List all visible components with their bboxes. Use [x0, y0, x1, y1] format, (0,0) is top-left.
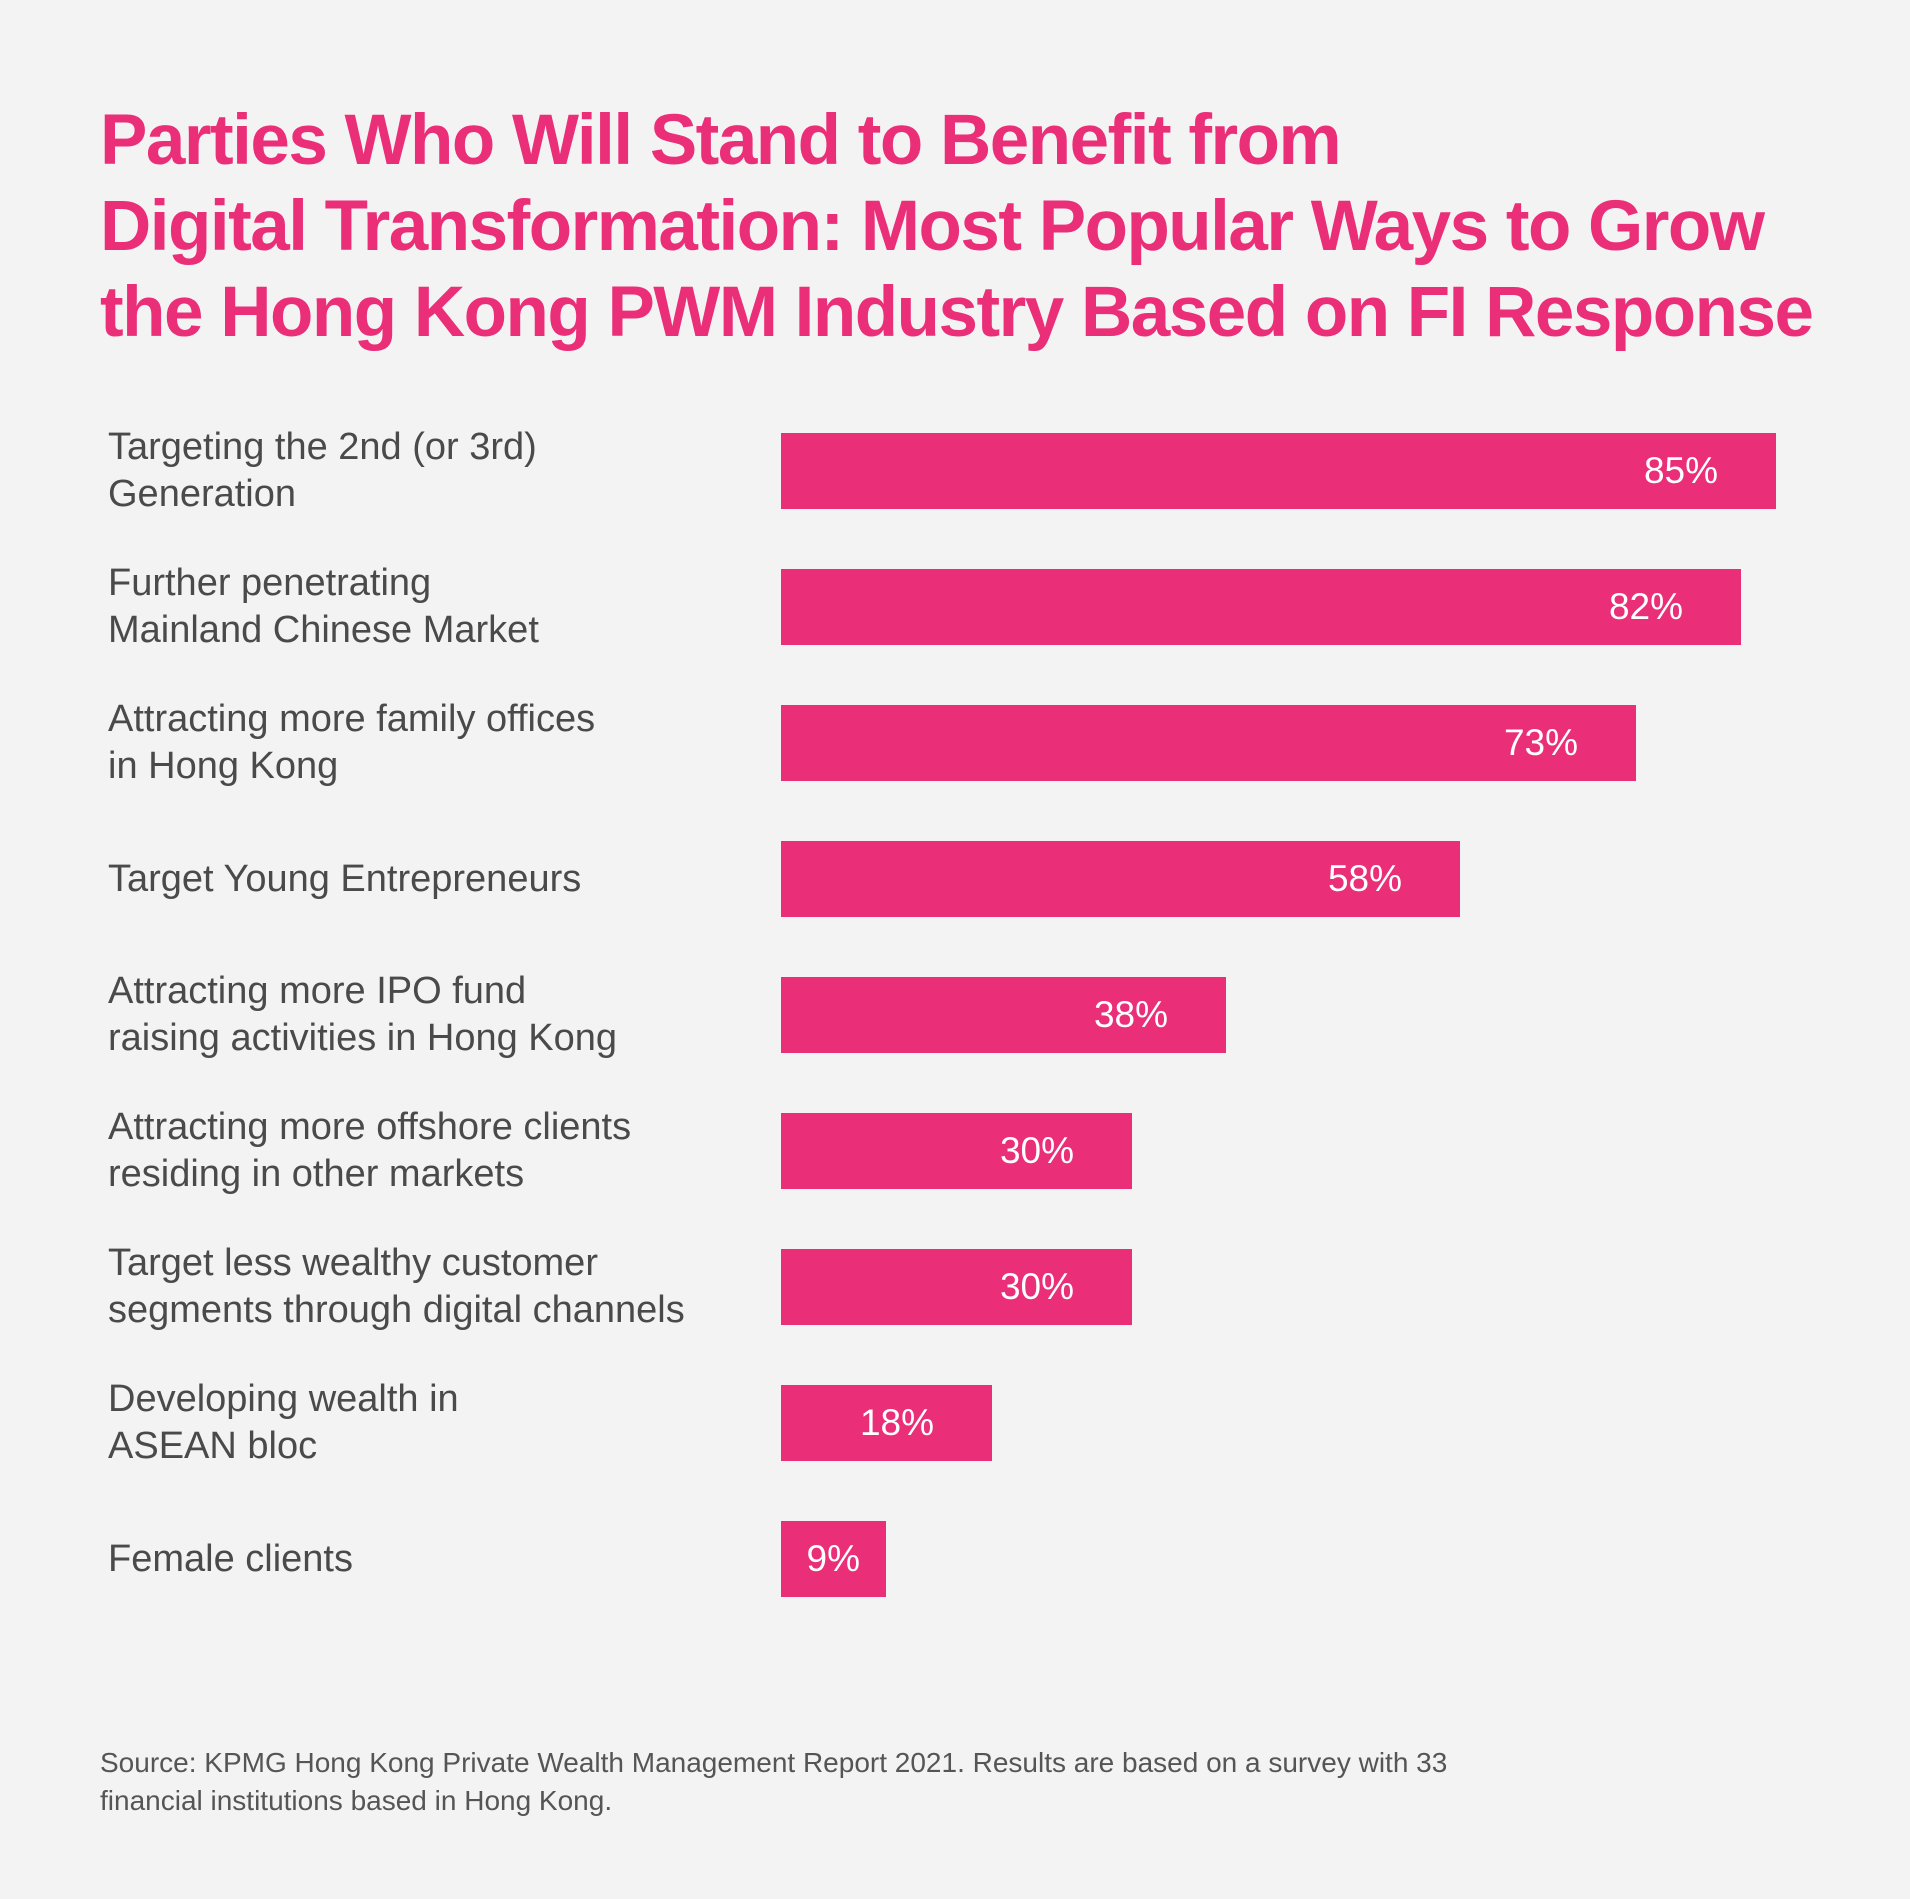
- chart-row: Further penetrating Mainland Chinese Mark…: [0, 539, 1910, 675]
- category-label: Attracting more family offices in Hong Ko…: [108, 675, 748, 811]
- chart-row: Attracting more family offices in Hong Ko…: [0, 675, 1910, 811]
- chart-row: Female clients 9%: [0, 1491, 1910, 1627]
- chart-title-line: the Hong Kong PWM Industry Based on FI R…: [100, 273, 1814, 352]
- category-label: Further penetrating Mainland Chinese Mark…: [108, 539, 748, 675]
- category-label-line: Female clients: [108, 1537, 353, 1580]
- bar-value-label: 18%: [859, 1402, 934, 1443]
- bar: [781, 569, 1741, 645]
- category-label: Developing wealth in ASEAN bloc: [108, 1355, 748, 1491]
- category-label-line: Target Young Entrepreneurs: [108, 857, 582, 900]
- bar-value-label: 9%: [806, 1538, 860, 1579]
- bar-value-label: 30%: [999, 1266, 1074, 1307]
- bar: [781, 433, 1776, 509]
- bar: [781, 1521, 886, 1597]
- bar-value-label: 38%: [1093, 994, 1168, 1035]
- chart-row: Target less wealthy customer segments thr…: [0, 1219, 1910, 1355]
- bar-value-label: 73%: [1503, 722, 1578, 763]
- chart-row: Attracting more IPO fund raising activiti…: [0, 947, 1910, 1083]
- category-label: Attracting more offshore clients residing…: [108, 1083, 748, 1219]
- chart-row: Attracting more offshore clients residing…: [0, 1083, 1910, 1219]
- bar: [781, 1249, 1132, 1325]
- chart-title-line: Parties Who Will Stand to Benefit from: [100, 101, 1342, 180]
- chart-row: Target Young Entrepreneurs 58%: [0, 811, 1910, 947]
- category-label-line: Attracting more IPO fund: [108, 970, 527, 1012]
- bar-value-label: 85%: [1643, 450, 1718, 491]
- category-label-line: in Hong Kong: [108, 745, 339, 787]
- category-label-line: Attracting more family offices: [108, 698, 596, 740]
- category-label-line: residing in other markets: [108, 1153, 525, 1195]
- bar-value-label: 82%: [1608, 586, 1683, 627]
- category-label-line: Target less wealthy customer: [108, 1242, 598, 1284]
- source-note-line: Source: KPMG Hong Kong Private Wealth Ma…: [100, 1747, 1448, 1778]
- bar: [781, 841, 1460, 917]
- category-label-line: raising activities in Hong Kong: [108, 1017, 618, 1059]
- category-label-line: Developing wealth in: [108, 1378, 459, 1420]
- chart-row: Developing wealth in ASEAN bloc 18%: [0, 1355, 1910, 1491]
- chart-row: Targeting the 2nd (or 3rd) Generation 85%: [0, 403, 1910, 539]
- bar: [781, 977, 1226, 1053]
- source-note-line: financial institutions based in Hong Kon…: [100, 1785, 613, 1816]
- category-label-line: ASEAN bloc: [108, 1425, 318, 1467]
- chart-title-line: Digital Transformation: Most Popular Way…: [100, 187, 1765, 266]
- bar: [781, 705, 1636, 781]
- bar-value-label: 58%: [1327, 858, 1402, 899]
- category-label-line: Attracting more offshore clients: [108, 1106, 632, 1148]
- category-label-line: Generation: [108, 473, 297, 515]
- bar: [781, 1113, 1132, 1189]
- category-label: Female clients: [108, 1491, 748, 1627]
- category-label-line: Mainland Chinese Market: [108, 609, 539, 651]
- category-label-line: Targeting the 2nd (or 3rd): [108, 426, 537, 468]
- category-label: Attracting more IPO fund raising activiti…: [108, 947, 748, 1083]
- category-label-line: Further penetrating: [108, 562, 432, 604]
- bar: [781, 1385, 992, 1461]
- category-label: Target less wealthy customer segments thr…: [108, 1219, 748, 1355]
- chart-title: Parties Who Will Stand to Benefit from D…: [100, 98, 1880, 356]
- bar-value-label: 30%: [999, 1130, 1074, 1171]
- category-label: Target Young Entrepreneurs: [108, 811, 748, 947]
- category-label: Targeting the 2nd (or 3rd) Generation: [108, 403, 748, 539]
- source-note: Source: KPMG Hong Kong Private Wealth Ma…: [100, 1744, 1700, 1820]
- category-label-line: segments through digital channels: [108, 1289, 685, 1331]
